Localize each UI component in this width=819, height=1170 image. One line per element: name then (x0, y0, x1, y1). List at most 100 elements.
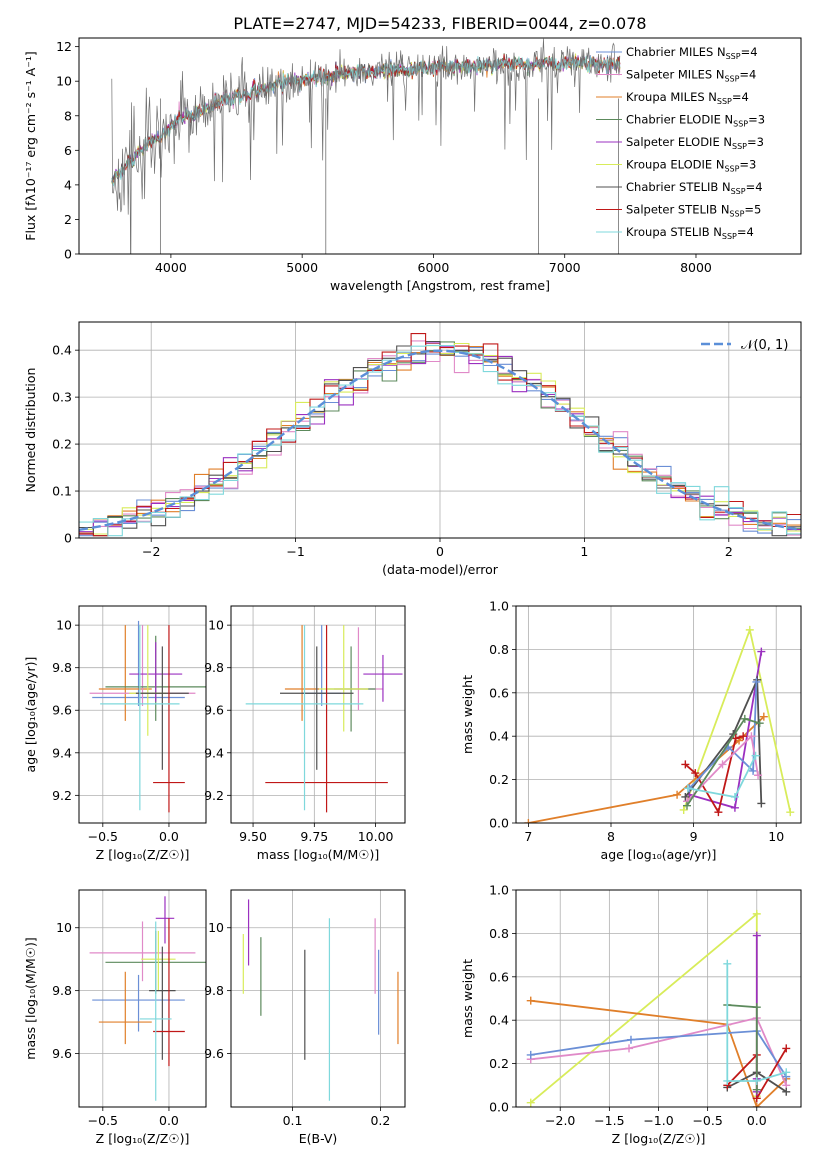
weight-line (726, 963, 787, 1082)
weight-point-marker (752, 909, 761, 918)
weight-point-marker (754, 771, 763, 780)
weight-point-marker (752, 1085, 761, 1094)
x-tick-label: 8000 (680, 260, 712, 275)
weight-point-marker (723, 1076, 732, 1085)
x-tick-label: 4000 (155, 260, 187, 275)
ebv-mass-panel: 0.1 0.2 9.6 9.8 10 E(B-V) (204, 889, 406, 1146)
y-tick-label: 12 (56, 39, 72, 54)
weight-point-marker (718, 760, 727, 769)
legend-entry: Chabrier STELIB NSSP=4 (626, 180, 763, 196)
legend-entry: Kroupa ELODIE NSSP=3 (626, 158, 756, 174)
x-axis-label: Z [log₁₀(Z/Z☉)] (96, 847, 190, 862)
y-axis-label: Flux [fλ10⁻¹⁷ erg cm⁻² s⁻¹ A⁻¹] (23, 51, 38, 240)
legend: Chabrier MILES NSSP=4 Salpeter MILES NSSP… (596, 45, 765, 241)
legend-entry: Salpeter STELIB NSSP=5 (626, 203, 761, 219)
plot-area (242, 899, 399, 1101)
residuals-panel: −2 −1 0 1 2 0 0.1 0.2 0.3 0.4 (data-model)/error No… (23, 321, 802, 577)
z-mass-panel: −0.5 0.0 9.6 9.8 10 Z [log₁₀(Z/Z☉)] mass [log₁… (23, 889, 207, 1146)
weight-point-marker (673, 790, 682, 799)
weight-point-marker (739, 732, 748, 741)
data-spectrum-line (111, 38, 621, 254)
weight-point-marker (714, 808, 723, 817)
x-axis-label: Z [log₁₀(Z/Z☉)] (96, 1131, 190, 1146)
x-tick-label: −1 (286, 544, 304, 559)
weight-point-marker (782, 1087, 791, 1096)
x-tick-label: 0.0 (159, 1113, 179, 1128)
weight-point-marker (782, 1068, 791, 1077)
age-weight-panel: 7 8 9 10 0.0 0.2 0.4 0.6 0.8 1.0 age [log₁₀(age/yr… (460, 599, 802, 862)
x-tick-label: 0.0 (747, 1113, 767, 1128)
weight-point-marker (782, 1044, 791, 1053)
axes-frame (78, 605, 207, 824)
y-tick-label: 9.8 (52, 983, 72, 998)
z-weight-panel: −2.0 −1.5 −1.0 −0.5 0.0 0.0 0.2 0.4 0.6 0.8 1.0 Z [… (460, 883, 802, 1146)
weight-point-marker (679, 805, 688, 814)
axes-frame (230, 605, 406, 824)
x-tick-label: 10 (768, 829, 784, 844)
x-axis-label: mass [log₁₀(M/M☉)] (257, 847, 379, 862)
x-tick-label: −0.5 (692, 1113, 722, 1128)
x-tick-label: 0 (436, 544, 444, 559)
y-tick-label: 10 (56, 920, 72, 935)
axes-frame (78, 37, 802, 255)
x-tick-label: 5000 (286, 260, 318, 275)
y-tick-label: 9.8 (204, 660, 224, 675)
y-tick-label: 0.0 (489, 816, 509, 831)
axes-frame (230, 889, 406, 1108)
y-tick-label: 10 (56, 618, 72, 633)
legend-entry: Salpeter ELODIE NSSP=3 (626, 135, 764, 151)
y-tick-label: 0.4 (52, 343, 72, 358)
x-tick-label: −1.0 (643, 1113, 673, 1128)
weight-point-marker (526, 1098, 535, 1107)
y-tick-label: 0.8 (489, 926, 509, 941)
weight-line (688, 681, 758, 789)
grid-lines (516, 889, 801, 1108)
plot-area (89, 896, 206, 1101)
y-tick-label: 0.8 (489, 642, 509, 657)
weight-point-marker (723, 959, 732, 968)
weight-point-marker (749, 766, 758, 775)
plot-area (79, 333, 801, 537)
weight-point-marker (730, 792, 739, 801)
y-tick-label: 10 (208, 618, 224, 633)
weight-point-marker (752, 1076, 761, 1085)
y-tick-label: 0.1 (52, 484, 72, 499)
legend-entry: Chabrier ELODIE NSSP=3 (626, 113, 765, 129)
y-axis-label: mass weight (460, 959, 475, 1038)
y-tick-label: 9.6 (52, 1046, 72, 1061)
weight-point-marker (752, 1003, 761, 1012)
x-tick-label: 0.1 (283, 1113, 303, 1128)
x-tick-label: 1 (580, 544, 588, 559)
x-tick-label: −0.5 (88, 829, 118, 844)
y-tick-label: 9.8 (204, 983, 224, 998)
histogram-step-line (79, 344, 801, 537)
x-axis-label: Z [log₁₀(Z/Z☉)] (612, 1131, 706, 1146)
weight-point-marker (691, 769, 700, 778)
y-tick-label: 2 (64, 212, 72, 227)
y-tick-label: 0 (64, 531, 72, 546)
x-axis-label: E(B-V) (299, 1131, 338, 1146)
weight-point-marker (681, 760, 690, 769)
weight-point-marker (526, 996, 535, 1005)
y-tick-label: 1.0 (489, 883, 509, 898)
y-axis-label: mass weight (460, 675, 475, 754)
x-tick-label: −2.0 (545, 1113, 575, 1128)
weight-point-marker (757, 799, 766, 808)
x-tick-label: −0.5 (88, 1113, 118, 1128)
legend-entry: Salpeter MILES NSSP=4 (626, 68, 756, 84)
axes-frame (515, 605, 802, 824)
weight-line (727, 1004, 758, 1090)
plot-area (524, 625, 795, 823)
weight-point-marker (731, 734, 740, 743)
spectrum-panel: 4000 5000 6000 7000 8000 0 2 4 6 8 10 12 wavelength … (23, 37, 802, 293)
y-tick-label: 0.2 (52, 437, 72, 452)
y-tick-label: 6 (64, 143, 72, 158)
weight-point-marker (759, 712, 768, 721)
plot-area (111, 38, 621, 254)
weight-point-marker (683, 801, 691, 810)
weight-line (530, 999, 787, 1107)
y-tick-label: 0.6 (489, 969, 509, 984)
legend-entry: Kroupa MILES NSSP=4 (626, 90, 749, 106)
y-tick-label: 9.6 (52, 703, 72, 718)
